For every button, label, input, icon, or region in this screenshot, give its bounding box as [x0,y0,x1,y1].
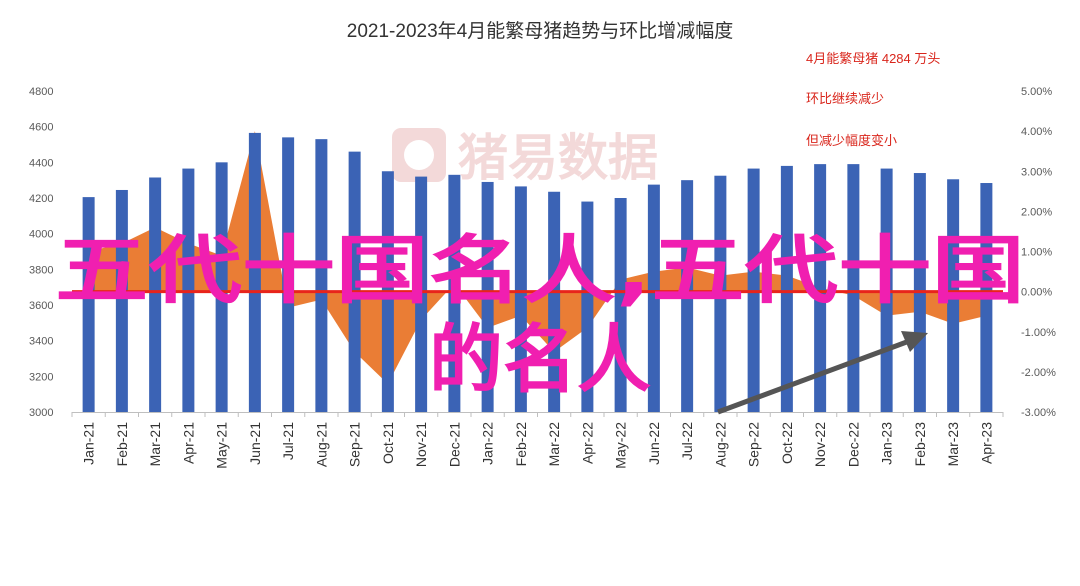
left-tick-label: 3400 [29,336,53,348]
x-tick-label: Jul-22 [679,422,695,460]
chart-title: 2021-2023年4月能繁母猪趋势与环比增减幅度 [347,20,733,42]
right-tick-label: -1.00% [1021,327,1056,339]
bar-Oct-22 [780,165,793,412]
bar-Mar-21 [149,177,162,412]
bar-Jul-21 [282,137,295,412]
watermark-text: 猪易数据 [458,130,658,186]
x-axis-ticks: Jan-21 Feb-21 Mar-21 Apr-21 May-21 Jun-21 Jul-… [71,412,1004,469]
x-tick-label: Dec-21 [446,422,462,467]
bar-Aug-22 [714,175,727,412]
left-axis-ticks: 4800 4600 4400 4200 4000 3800 3600 3400 3200 3000 [29,86,53,419]
bar-May-21 [215,162,228,412]
bar-Aug-21 [315,139,328,412]
bar-Jun-22 [647,184,660,412]
bar-May-22 [614,198,627,412]
left-tick-label: 4800 [29,86,53,98]
watermark-logo-circle [404,140,434,170]
bar-Jan-21 [82,197,95,412]
left-tick-label: 4600 [29,122,53,134]
trend-arrow [717,331,928,415]
x-tick-label: Jan-21 [81,422,97,465]
annotation-1: 4月能繁母猪 4284 万头 [806,51,940,66]
left-tick-label: 3200 [29,371,53,383]
x-tick-label: May-22 [613,422,629,469]
x-tick-label: Apr-21 [180,422,196,464]
bar-Dec-22 [847,164,860,412]
bar-series-group [82,132,993,413]
x-tick-label: Oct-22 [779,422,795,464]
annotations: 4月能繁母猪 4284 万头 环比继续减少 但减少幅度变小 [806,51,940,148]
x-tick-label: Jan-22 [480,422,496,465]
x-tick-label: Aug-22 [712,422,728,467]
bar-Mar-23 [947,179,960,412]
x-tick-label: Mar-21 [147,422,163,467]
right-tick-label: -3.00% [1021,407,1056,419]
x-tick-label: Oct-21 [380,422,396,464]
overlay-line-2: 的名人 [429,317,651,403]
right-tick-label: 2.00% [1021,206,1052,218]
left-tick-label: 4400 [29,157,53,169]
right-tick-label: 1.00% [1021,247,1052,259]
right-tick-label: 3.00% [1021,166,1052,178]
right-axis-ticks: 5.00% 4.00% 3.00% 2.00% 1.00% 0.00% -1.00% -2.0… [1021,86,1056,419]
x-tick-label: Feb-23 [912,422,928,467]
bar-Apr-23 [980,183,993,412]
x-tick-label: Sep-22 [746,422,762,467]
left-tick-label: 4200 [29,193,53,205]
x-tick-label: Nov-22 [812,422,828,467]
x-tick-label: Jun-22 [646,422,662,465]
right-tick-label: 4.00% [1021,126,1052,138]
x-tick-label: Apr-22 [579,422,595,464]
bar-Dec-21 [448,174,461,412]
annotation-3: 但减少幅度变小 [806,133,897,148]
x-tick-label: Apr-23 [978,422,994,464]
bar-Jan-22 [481,181,494,412]
bar-Jun-21 [248,132,261,413]
bar-Feb-21 [115,189,128,412]
watermark: 猪易数据 [392,128,658,186]
trend-arrow-shaft [717,337,913,415]
bar-Mar-22 [548,191,561,412]
left-tick-label: 3000 [29,407,53,419]
x-tick-label: Jul-21 [280,422,296,460]
overlay-text: 五代十国名人,五代十国 的名人 [55,228,1025,403]
bar-Nov-22 [814,164,827,412]
x-tick-label: Nov-21 [413,422,429,467]
area-series-group [88,131,987,384]
x-tick-label: Feb-21 [114,422,130,467]
x-tick-label: May-21 [214,422,230,469]
area-series [88,131,987,384]
left-tick-label: 3800 [29,264,53,276]
annotation-2: 环比继续减少 [806,91,884,106]
bar-Nov-21 [415,176,428,412]
left-tick-label: 4000 [29,229,53,241]
right-tick-label: 0.00% [1021,287,1052,299]
x-tick-label: Aug-21 [313,422,329,467]
x-tick-label: Feb-22 [513,422,529,467]
bar-Sep-21 [348,151,361,412]
bar-Jul-22 [681,180,694,412]
trend-arrow-head-icon [901,331,928,352]
bar-Apr-22 [581,201,594,412]
right-tick-label: 5.00% [1021,86,1052,98]
x-tick-label: Jun-21 [247,422,263,465]
x-tick-label: Mar-22 [546,422,562,467]
x-tick-label: Dec-22 [845,422,861,467]
overlay-line-1: 五代十国名人,五代十国 [55,228,1025,314]
x-tick-label: Mar-23 [945,422,961,467]
x-tick-label: Sep-21 [347,422,363,467]
x-tick-label: Jan-23 [879,422,895,465]
right-tick-label: -2.00% [1021,367,1056,379]
bar-Feb-22 [514,186,527,412]
left-tick-label: 3600 [29,300,53,312]
